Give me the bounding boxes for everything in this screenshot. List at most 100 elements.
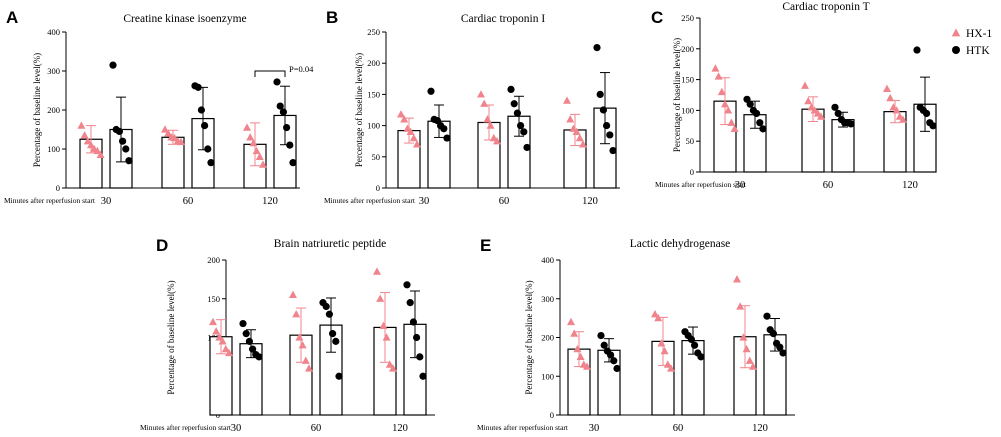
data-point: [301, 356, 310, 364]
y-tick-label: 100: [367, 121, 380, 131]
data-point: [221, 344, 230, 353]
data-point: [119, 137, 127, 145]
significance-bracket: [254, 70, 286, 77]
data-point: [606, 131, 614, 139]
data-point: [724, 106, 733, 114]
y-tick-label: 400: [47, 27, 60, 37]
data-point: [255, 152, 264, 160]
x-axis-label: Minutes after reperfusion start: [655, 180, 747, 189]
data-point: [207, 159, 215, 167]
data-point: [406, 127, 415, 135]
data-point: [335, 372, 343, 380]
category-label: 120: [262, 196, 278, 207]
data-point: [477, 90, 485, 98]
y-tick-label: 300: [541, 294, 554, 304]
panel-letter: D: [156, 236, 168, 255]
data-point: [212, 327, 221, 335]
data-point: [215, 333, 224, 341]
data-point: [711, 64, 720, 72]
chart-title: Cardiac troponin I: [461, 13, 545, 25]
data-point: [197, 106, 205, 114]
data-point: [413, 333, 421, 342]
data-point: [298, 341, 307, 349]
data-point: [406, 299, 414, 307]
data-point: [697, 353, 705, 361]
data-point: [746, 100, 754, 108]
chart-title: Lactic dehydrogenase: [630, 238, 731, 250]
data-point: [77, 121, 86, 129]
data-point: [225, 348, 233, 357]
data-point: [663, 360, 672, 368]
chart-title: Creatine kinase isoenzyme: [123, 13, 246, 25]
data-point: [243, 123, 251, 131]
y-tick-label: 50: [686, 136, 695, 146]
category-label: 30: [419, 196, 430, 207]
data-point: [892, 106, 901, 114]
legend-marker-triangle: [951, 28, 961, 37]
data-point: [600, 341, 608, 349]
category-label: 60: [311, 423, 322, 434]
panel-letter: C: [651, 8, 663, 27]
data-point: [273, 78, 281, 86]
data-point: [246, 133, 255, 141]
data-point: [657, 339, 666, 347]
y-tick-label: 300: [47, 66, 60, 76]
data-point: [609, 146, 617, 155]
data-point: [245, 337, 253, 345]
y-axis-label: Percentage of baseline level(%): [524, 280, 534, 394]
data-point: [576, 352, 585, 361]
category-label: 60: [499, 196, 510, 207]
data-point: [289, 159, 297, 167]
data-point: [440, 125, 448, 133]
data-point: [779, 349, 787, 357]
data-point: [276, 102, 284, 110]
data-point: [742, 344, 751, 353]
y-tick-label: 0: [56, 183, 60, 193]
data-point: [493, 137, 501, 145]
data-point: [733, 275, 741, 283]
data-point: [730, 124, 739, 133]
category-label: 60: [183, 196, 194, 207]
y-tick-label: 0: [550, 410, 554, 420]
category-label: 120: [392, 423, 408, 434]
data-point: [520, 128, 528, 136]
y-tick-label: 50: [372, 152, 381, 162]
data-point: [164, 129, 173, 137]
data-point: [419, 372, 427, 380]
category-label: 30: [101, 196, 112, 207]
data-point: [480, 99, 489, 107]
data-point: [759, 125, 767, 133]
data-point: [322, 302, 330, 311]
data-point: [583, 362, 591, 370]
x-axis-label: Minutes after reperfusion start: [477, 423, 569, 432]
data-point: [523, 143, 531, 152]
y-tick-label: 0: [690, 167, 694, 177]
y-tick-label: 200: [681, 44, 694, 54]
y-tick-label: 0: [376, 183, 380, 193]
panel-letter: A: [6, 8, 18, 27]
data-point: [510, 100, 518, 108]
data-point: [566, 115, 575, 123]
data-point: [413, 140, 421, 148]
data-point: [259, 160, 267, 168]
data-point: [749, 362, 757, 370]
data-point: [325, 310, 333, 318]
data-point: [283, 123, 291, 132]
data-point: [667, 364, 675, 372]
data-point: [373, 267, 381, 275]
data-point: [115, 127, 123, 136]
data-point: [125, 157, 133, 165]
data-point: [575, 133, 584, 142]
data-point: [736, 302, 745, 310]
data-point: [161, 125, 169, 133]
chart-title: Brain natriuretic peptide: [274, 238, 386, 250]
category-label: 120: [582, 196, 598, 207]
y-axis-label: Percentage of baseline level(%): [672, 38, 682, 152]
data-point: [96, 150, 105, 158]
data-point: [177, 137, 185, 146]
data-point: [279, 108, 287, 116]
data-point: [87, 140, 95, 149]
data-point: [93, 146, 102, 155]
panel-letter: B: [326, 8, 338, 27]
legend-marker-circle: [952, 46, 960, 54]
